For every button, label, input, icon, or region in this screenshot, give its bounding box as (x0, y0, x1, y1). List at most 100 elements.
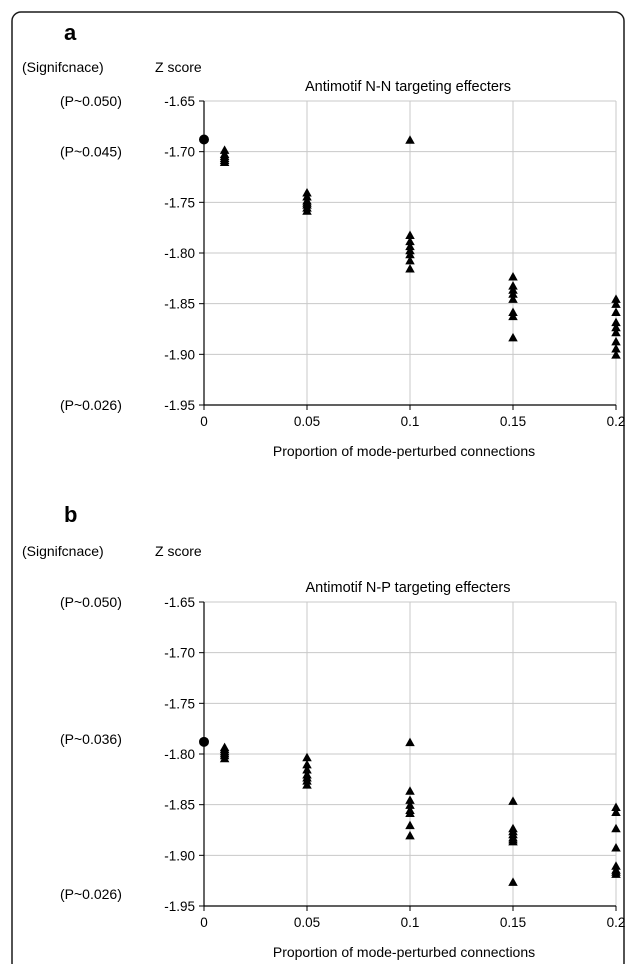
perturbed-point-a (508, 311, 518, 321)
perturbed-point-a (611, 299, 621, 308)
axes-a (199, 100, 617, 410)
y-axis-label-a: Z score (155, 59, 202, 75)
chart-title-a: Antimotif N-N targeting effecters (305, 79, 511, 95)
perturbed-point-b (508, 877, 518, 886)
perturbed-point-a (611, 317, 621, 327)
perturbed-point-a (405, 135, 415, 144)
panel-b: b (Signifcnace) Z score Antimotif N-P ta… (22, 502, 625, 960)
x-tick-label-b: 0.2 (607, 915, 626, 930)
perturbed-point-a (405, 249, 415, 259)
y-tick-label-b: -1.65 (164, 595, 195, 610)
gridlines-a (204, 100, 617, 405)
y-tick-label-b: -1.90 (164, 848, 195, 863)
p-value-annotation-b: (P~0.050) (60, 594, 122, 610)
significance-label-b: (Signifcnace) (22, 543, 104, 559)
perturbed-point-a (611, 322, 621, 332)
x-tick-label-a: 0.1 (401, 414, 420, 429)
perturbed-point-b (508, 796, 518, 805)
data-points-b (199, 736, 621, 886)
p-value-annotation-a: (P~0.026) (60, 397, 122, 413)
y-tick-label-a: -1.90 (164, 347, 195, 362)
y-axis-label-b: Z score (155, 543, 202, 559)
y-tick-label-b: -1.75 (164, 696, 195, 711)
perturbed-point-a (611, 294, 621, 303)
p-value-annotation-b: (P~0.026) (60, 886, 122, 902)
perturbed-point-a (611, 350, 621, 359)
panel-a: a (Signifcnace) Z score Antimotif N-N ta… (22, 20, 625, 459)
p-value-annotations-b: (P~0.050) (P~0.036) (P~0.026) (60, 594, 122, 902)
perturbed-point-b (611, 807, 621, 817)
y-tick-label-a: -1.95 (164, 398, 195, 413)
y-tick-label-a: -1.65 (164, 94, 195, 109)
perturbed-point-a (611, 327, 621, 337)
x-tick-label-b: 0.05 (294, 915, 320, 930)
perturbed-point-b (302, 759, 312, 769)
y-tick-label-b: -1.70 (164, 646, 195, 661)
p-value-annotation-a: (P~0.045) (60, 144, 122, 160)
x-tick-labels-b: 0 0.05 0.1 0.15 0.2 (200, 915, 625, 930)
perturbed-point-a (219, 157, 230, 167)
perturbed-point-a (611, 307, 621, 317)
perturbed-point-a (405, 236, 415, 246)
p-value-annotations-a: (P~0.050) (P~0.045) (P~0.026) (60, 93, 122, 413)
x-tick-label-b: 0 (200, 915, 208, 930)
perturbed-point-b (611, 869, 621, 878)
panel-letter-b: b (64, 502, 77, 527)
y-tick-label-b: -1.85 (164, 798, 195, 813)
x-axis-label-b: Proportion of mode-perturbed connections (273, 944, 535, 960)
x-tick-labels-a: 0 0.05 0.1 0.15 0.2 (200, 414, 625, 429)
perturbed-point-a (508, 294, 518, 303)
perturbed-point-b (405, 795, 415, 804)
perturbed-point-b (611, 802, 621, 811)
data-points-a (199, 134, 621, 359)
perturbed-point-b (302, 752, 312, 762)
x-axis-label-a: Proportion of mode-perturbed connections (273, 443, 535, 459)
perturbed-point-b (302, 780, 312, 789)
x-tick-label-a: 0 (200, 414, 208, 429)
perturbed-point-b (405, 786, 415, 795)
perturbed-point-a (508, 332, 518, 342)
significance-label-a: (Signifcnace) (22, 59, 104, 75)
x-tick-label-a: 0.15 (500, 414, 526, 429)
perturbed-point-a (508, 272, 518, 281)
perturbed-point-b (611, 842, 621, 852)
perturbed-point-a (405, 255, 415, 265)
figure-border (11, 11, 625, 964)
perturbed-point-b (405, 800, 415, 809)
perturbed-point-b (611, 823, 621, 833)
perturbed-point-b (405, 808, 415, 818)
perturbed-point-a (611, 344, 621, 353)
perturbed-point-a (405, 263, 415, 273)
perturbed-point-b (508, 836, 518, 846)
baseline-point-a (199, 134, 209, 145)
perturbed-point-a (405, 230, 415, 240)
chart-title-b: Antimotif N-P targeting effecters (306, 580, 511, 596)
perturbed-point-a (508, 289, 518, 298)
p-value-annotation-a: (P~0.050) (60, 93, 122, 109)
y-tick-label-a: -1.85 (164, 297, 195, 312)
perturbed-point-b (219, 753, 230, 763)
x-tick-label-b: 0.15 (500, 915, 526, 930)
y-tick-label-b: -1.80 (164, 747, 195, 762)
perturbed-point-b (405, 737, 415, 747)
x-tick-label-a: 0.05 (294, 414, 320, 429)
y-tick-label-a: -1.70 (164, 145, 195, 160)
axes-b (199, 601, 617, 911)
x-tick-label-b: 0.1 (401, 915, 420, 930)
x-tick-label-a: 0.2 (607, 414, 626, 429)
y-tick-label-a: -1.75 (164, 195, 195, 210)
perturbed-point-b (405, 830, 415, 840)
y-tick-label-b: -1.95 (164, 899, 195, 914)
gridlines-b (204, 601, 617, 906)
perturbed-point-b (405, 820, 415, 830)
y-tick-labels-a: -1.65 -1.70 -1.75 -1.80 -1.85 -1.90 -1.95 (164, 94, 195, 413)
y-tick-labels-b: -1.65 -1.70 -1.75 -1.80 -1.85 -1.90 -1.95 (164, 595, 195, 914)
y-tick-label-a: -1.80 (164, 246, 195, 261)
panel-letter-a: a (64, 20, 77, 45)
perturbed-point-a (611, 336, 621, 346)
perturbed-point-a (302, 206, 312, 215)
p-value-annotation-b: (P~0.036) (60, 731, 122, 747)
baseline-point-b (199, 736, 209, 747)
